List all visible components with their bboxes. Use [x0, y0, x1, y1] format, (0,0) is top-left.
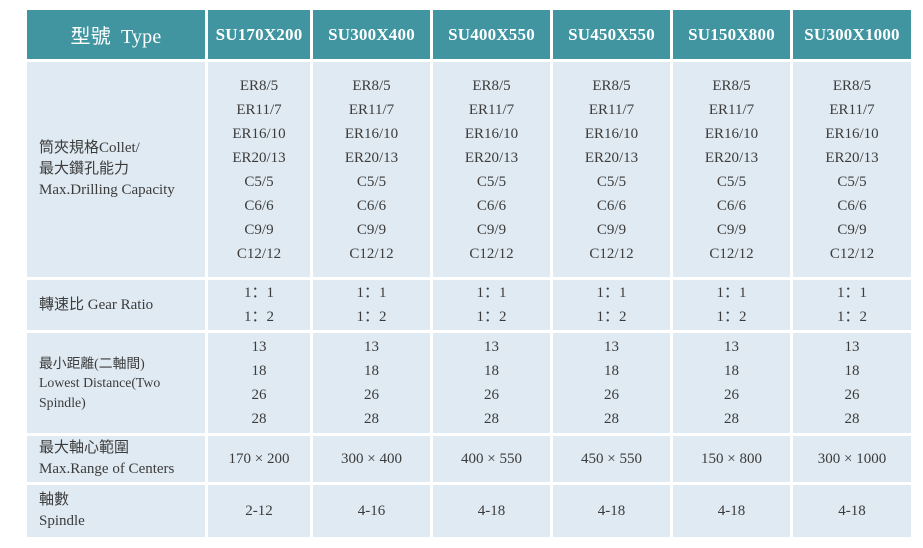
cell-gear-ratio-col3: 1：1 1：2 [433, 280, 550, 330]
cell-max-range-of-centers-col3: 400 × 550 [433, 436, 550, 482]
row-label-spindle: 軸數 Spindle [27, 485, 205, 537]
header-model-su300x1000: SU300X1000 [793, 10, 911, 59]
type-label-en: Type [120, 26, 162, 48]
cell-lowest-distance-col1: 13 18 26 28 [208, 333, 310, 433]
cell-spindle-col2: 4-16 [313, 485, 430, 537]
cell-collet-max-drilling-col1: ER8/5 ER11/7 ER16/10 ER20/13 C5/5 C6/6 C… [208, 62, 310, 277]
cell-max-range-of-centers-col1: 170 × 200 [208, 436, 310, 482]
cell-max-range-of-centers-col5: 150 × 800 [673, 436, 790, 482]
cell-lowest-distance-col6: 13 18 26 28 [793, 333, 911, 433]
cell-lowest-distance-col2: 13 18 26 28 [313, 333, 430, 433]
cell-max-range-of-centers-col2: 300 × 400 [313, 436, 430, 482]
table-row-gear-ratio: 轉速比 Gear Ratio 1：1 1：2 1：1 1：2 1：1 1：2 1：1 1… [27, 280, 911, 330]
cell-collet-max-drilling-col3: ER8/5 ER11/7 ER16/10 ER20/13 C5/5 C6/6 C… [433, 62, 550, 277]
cell-lowest-distance-col4: 13 18 26 28 [553, 333, 670, 433]
cell-collet-max-drilling-col4: ER8/5 ER11/7 ER16/10 ER20/13 C5/5 C6/6 C… [553, 62, 670, 277]
cell-gear-ratio-col5: 1：1 1：2 [673, 280, 790, 330]
table-body: 筒夾規格Collet/ 最大鑽孔能力 Max.Drilling Capacity… [27, 62, 911, 537]
cell-collet-max-drilling-col5: ER8/5 ER11/7 ER16/10 ER20/13 C5/5 C6/6 C… [673, 62, 790, 277]
cell-max-range-of-centers-col4: 450 × 550 [553, 436, 670, 482]
table-header: 型號 Type SU170X200 SU300X400 SU400X550 SU450X… [27, 10, 911, 59]
row-label-lowest-distance: 最小距離(二軸間) Lowest Distance(Two Spindle) [27, 333, 205, 433]
row-label-collet-max-drilling: 筒夾規格Collet/ 最大鑽孔能力 Max.Drilling Capacity [27, 62, 205, 277]
header-model-su450x550: SU450X550 [553, 10, 670, 59]
cell-spindle-col5: 4-18 [673, 485, 790, 537]
header-model-su400x550: SU400X550 [433, 10, 550, 59]
table-row-lowest-distance: 最小距離(二軸間) Lowest Distance(Two Spindle) 13… [27, 333, 911, 433]
cell-spindle-col3: 4-18 [433, 485, 550, 537]
cell-gear-ratio-col2: 1：1 1：2 [313, 280, 430, 330]
cell-max-range-of-centers-col6: 300 × 1000 [793, 436, 911, 482]
cell-spindle-col1: 2-12 [208, 485, 310, 537]
header-type-cell: 型號 Type [27, 10, 205, 59]
header-model-su170x200: SU170X200 [208, 10, 310, 59]
table-row-collet-max-drilling: 筒夾規格Collet/ 最大鑽孔能力 Max.Drilling Capacity… [27, 62, 911, 277]
row-label-gear-ratio: 轉速比 Gear Ratio [27, 280, 205, 330]
table-row-max-range-of-centers: 最大軸心範圍 Max.Range of Centers 170 × 200 300 … [27, 436, 911, 482]
header-model-su300x400: SU300X400 [313, 10, 430, 59]
cell-collet-max-drilling-col2: ER8/5 ER11/7 ER16/10 ER20/13 C5/5 C6/6 C… [313, 62, 430, 277]
cell-collet-max-drilling-col6: ER8/5 ER11/7 ER16/10 ER20/13 C5/5 C6/6 C… [793, 62, 911, 277]
cell-lowest-distance-col3: 13 18 26 28 [433, 333, 550, 433]
cell-lowest-distance-col5: 13 18 26 28 [673, 333, 790, 433]
row-label-max-range-of-centers: 最大軸心範圍 Max.Range of Centers [27, 436, 205, 482]
cell-gear-ratio-col1: 1：1 1：2 [208, 280, 310, 330]
header-model-su150x800: SU150X800 [673, 10, 790, 59]
header-row: 型號 Type SU170X200 SU300X400 SU400X550 SU450X… [27, 10, 911, 59]
cell-gear-ratio-col4: 1：1 1：2 [553, 280, 670, 330]
cell-spindle-col6: 4-18 [793, 485, 911, 537]
spec-table: 型號 Type SU170X200 SU300X400 SU400X550 SU450X… [24, 7, 914, 540]
type-label-zh: 型號 [70, 26, 111, 48]
cell-gear-ratio-col6: 1：1 1：2 [793, 280, 911, 330]
cell-spindle-col4: 4-18 [553, 485, 670, 537]
table-row-spindle: 軸數 Spindle 2-12 4-16 4-18 4-18 4-18 4-18 [27, 485, 911, 537]
